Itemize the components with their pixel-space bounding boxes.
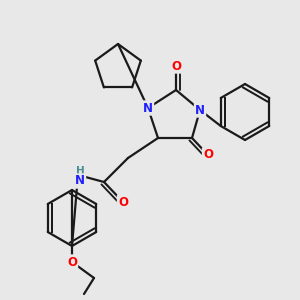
Text: O: O	[118, 196, 128, 208]
Text: N: N	[75, 175, 85, 188]
Text: N: N	[143, 101, 153, 115]
Text: O: O	[203, 148, 213, 161]
Text: O: O	[171, 59, 181, 73]
Text: O: O	[67, 256, 77, 268]
Text: H: H	[76, 166, 84, 176]
Text: N: N	[195, 103, 205, 116]
